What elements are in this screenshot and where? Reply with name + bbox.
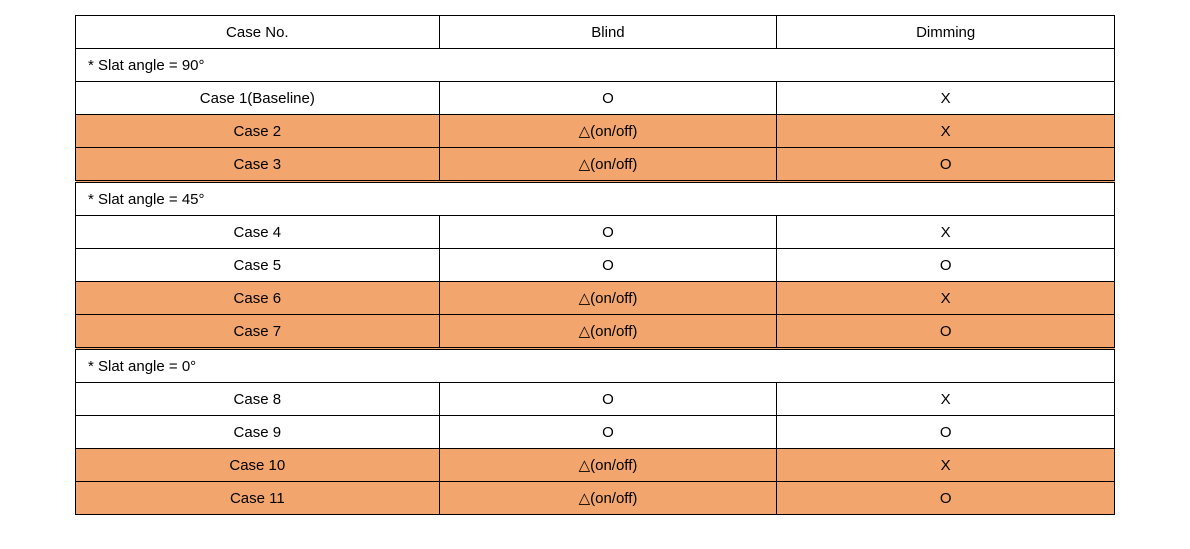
cell-dimming: X: [777, 449, 1115, 482]
cell-case: Case 9: [76, 416, 440, 449]
cell-blind: △(on/off): [439, 315, 777, 349]
cell-blind: △(on/off): [439, 148, 777, 182]
cell-dimming: O: [777, 315, 1115, 349]
cell-case: Case 2: [76, 115, 440, 148]
section-label-row: * Slat angle = 0°: [76, 349, 1115, 383]
cell-dimming: O: [777, 482, 1115, 515]
cell-dimming: O: [777, 148, 1115, 182]
section-label: * Slat angle = 45°: [76, 182, 1115, 216]
cell-case: Case 6: [76, 282, 440, 315]
table-row: Case 1(Baseline) O X: [76, 82, 1115, 115]
table-row: Case 2 △(on/off) X: [76, 115, 1115, 148]
table-row: Case 8 O X: [76, 383, 1115, 416]
cell-case: Case 5: [76, 249, 440, 282]
table-row: Case 7 △(on/off) O: [76, 315, 1115, 349]
cell-blind: O: [439, 82, 777, 115]
cell-case: Case 8: [76, 383, 440, 416]
cell-blind: △(on/off): [439, 282, 777, 315]
section-label: * Slat angle = 90°: [76, 49, 1115, 82]
section-label: * Slat angle = 0°: [76, 349, 1115, 383]
table-row: Case 5 O O: [76, 249, 1115, 282]
cell-case: Case 7: [76, 315, 440, 349]
cell-blind: O: [439, 249, 777, 282]
cell-blind: O: [439, 383, 777, 416]
cell-blind: O: [439, 216, 777, 249]
cell-dimming: X: [777, 216, 1115, 249]
header-dimming: Dimming: [777, 16, 1115, 49]
cell-case: Case 1(Baseline): [76, 82, 440, 115]
cell-dimming: X: [777, 115, 1115, 148]
cell-dimming: O: [777, 249, 1115, 282]
header-row: Case No. Blind Dimming: [76, 16, 1115, 49]
table-row: Case 3 △(on/off) O: [76, 148, 1115, 182]
table-row: Case 11 △(on/off) O: [76, 482, 1115, 515]
table-row: Case 4 O X: [76, 216, 1115, 249]
table-row: Case 10 △(on/off) X: [76, 449, 1115, 482]
cell-case: Case 4: [76, 216, 440, 249]
cell-case: Case 3: [76, 148, 440, 182]
cell-dimming: X: [777, 282, 1115, 315]
section-label-row: * Slat angle = 90°: [76, 49, 1115, 82]
cases-table: Case No. Blind Dimming * Slat angle = 90…: [75, 15, 1115, 515]
cell-case: Case 10: [76, 449, 440, 482]
table-row: Case 9 O O: [76, 416, 1115, 449]
header-case: Case No.: [76, 16, 440, 49]
table-row: Case 6 △(on/off) X: [76, 282, 1115, 315]
cell-blind: △(on/off): [439, 449, 777, 482]
header-blind: Blind: [439, 16, 777, 49]
cell-dimming: X: [777, 383, 1115, 416]
cell-case: Case 11: [76, 482, 440, 515]
cell-dimming: O: [777, 416, 1115, 449]
cases-table-container: Case No. Blind Dimming * Slat angle = 90…: [75, 15, 1115, 515]
cell-dimming: X: [777, 82, 1115, 115]
cell-blind: O: [439, 416, 777, 449]
cell-blind: △(on/off): [439, 482, 777, 515]
section-label-row: * Slat angle = 45°: [76, 182, 1115, 216]
cell-blind: △(on/off): [439, 115, 777, 148]
